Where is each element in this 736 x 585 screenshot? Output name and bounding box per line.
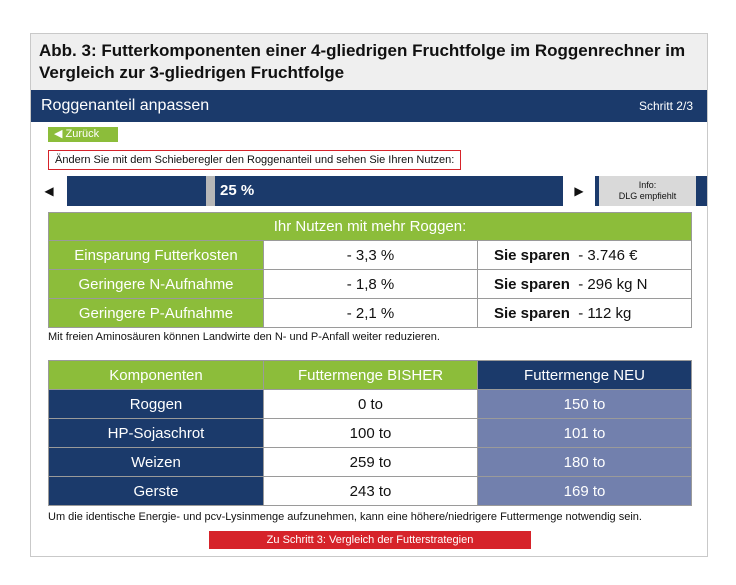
column-header-old-amount: Futtermenge BISHER	[263, 360, 478, 390]
slider-handle[interactable]	[206, 176, 215, 206]
amino-acid-note: Mit freien Aminosäuren können Landwirte …	[48, 331, 440, 343]
new-amount: 180 to	[477, 447, 692, 477]
calculator-header: Roggenanteil anpassen Schritt 2/3	[31, 90, 707, 122]
benefit-table-header: Ihr Nutzen mit mehr Roggen:	[48, 212, 692, 241]
table-row: Einsparung Futterkosten - 3,3 % Sie spar…	[48, 240, 692, 270]
saving-value: - 112 kg	[578, 304, 632, 322]
slider-decrease-arrow-icon[interactable]: ◀	[31, 176, 67, 206]
slider-value: 25 %	[220, 182, 255, 199]
table-row: Geringere P-Aufnahme - 2,1 % Sie sparen …	[48, 298, 692, 328]
saving-value: - 296 kg N	[578, 275, 648, 293]
column-header-new-amount: Futtermenge NEU	[477, 360, 692, 390]
table-row: HP-Sojaschrot 100 to 101 to	[48, 418, 692, 448]
new-amount: 150 to	[477, 389, 692, 419]
slider-end-cap	[696, 176, 707, 206]
dlg-info-button[interactable]: Info: DLG empfiehlt	[599, 176, 696, 206]
old-amount: 243 to	[263, 476, 478, 506]
old-amount: 259 to	[263, 447, 478, 477]
component-name: Weizen	[48, 447, 264, 477]
slider-increase-arrow-icon[interactable]: ▶	[563, 176, 595, 206]
benefit-table: Ihr Nutzen mit mehr Roggen: Einsparung F…	[48, 212, 692, 328]
back-button[interactable]: ◀ Zurück	[48, 127, 118, 142]
table-row: Roggen 0 to 150 to	[48, 389, 692, 419]
new-amount: 101 to	[477, 418, 692, 448]
slider-separator	[595, 176, 599, 206]
benefit-label: Geringere P-Aufnahme	[48, 298, 264, 328]
benefit-saving: Sie sparen - 296 kg N	[477, 269, 692, 299]
rye-calculator-figure: Abb. 3: Futterkomponenten einer 4-gliedr…	[30, 33, 708, 557]
next-step-button[interactable]: Zu Schritt 3: Vergleich der Futterstrate…	[209, 531, 531, 549]
table-row: Geringere N-Aufnahme - 1,8 % Sie sparen …	[48, 269, 692, 299]
old-amount: 0 to	[263, 389, 478, 419]
benefit-saving: Sie sparen - 112 kg	[477, 298, 692, 328]
column-header-components: Komponenten	[48, 360, 264, 390]
old-amount: 100 to	[263, 418, 478, 448]
instruction-text: Ändern Sie mit dem Schieberegler den Rog…	[48, 150, 462, 170]
component-name: Roggen	[48, 389, 264, 419]
header-title: Roggenanteil anpassen	[41, 97, 210, 114]
new-amount: 169 to	[477, 476, 692, 506]
components-table: Komponenten Futtermenge BISHER Futtermen…	[48, 360, 692, 506]
benefit-percent: - 1,8 %	[263, 269, 478, 299]
benefit-percent: - 3,3 %	[263, 240, 478, 270]
slider-track[interactable]: 25 %	[67, 176, 563, 206]
feed-amount-note: Um die identische Energie- und pcv-Lysin…	[48, 511, 642, 523]
rye-share-slider[interactable]: ◀ 25 % ▶ Info: DLG empfiehlt	[31, 176, 707, 206]
saving-label: Sie sparen	[494, 246, 570, 264]
benefit-saving: Sie sparen - 3.746 €	[477, 240, 692, 270]
figure-title: Abb. 3: Futterkomponenten einer 4-gliedr…	[31, 34, 707, 90]
info-recommendation: DLG empfiehlt	[618, 191, 677, 201]
info-label: Info:	[638, 180, 657, 190]
benefit-label: Geringere N-Aufnahme	[48, 269, 264, 299]
benefit-percent: - 2,1 %	[263, 298, 478, 328]
saving-label: Sie sparen	[494, 275, 570, 293]
table-row: Weizen 259 to 180 to	[48, 447, 692, 477]
step-indicator: Schritt 2/3	[638, 99, 693, 113]
benefit-label: Einsparung Futterkosten	[48, 240, 264, 270]
saving-label: Sie sparen	[494, 304, 570, 322]
saving-value: - 3.746 €	[578, 246, 638, 264]
component-name: Gerste	[48, 476, 264, 506]
component-name: HP-Sojaschrot	[48, 418, 264, 448]
table-row: Gerste 243 to 169 to	[48, 476, 692, 506]
